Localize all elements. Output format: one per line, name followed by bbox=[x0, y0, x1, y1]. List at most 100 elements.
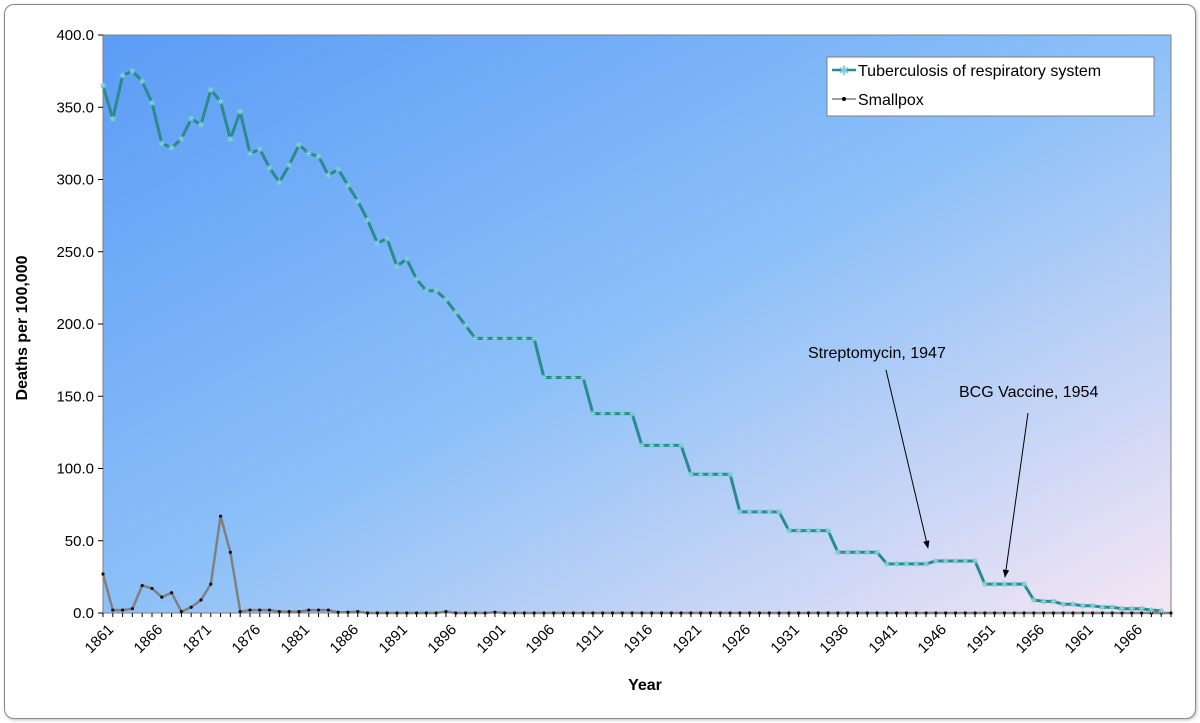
smallpox-point bbox=[1140, 611, 1144, 615]
smallpox-point bbox=[944, 611, 948, 615]
tuberculosis-point bbox=[795, 527, 802, 534]
smallpox-point bbox=[787, 611, 791, 615]
tuberculosis-point bbox=[570, 374, 577, 381]
smallpox-point bbox=[748, 611, 752, 615]
tuberculosis-point bbox=[981, 581, 988, 588]
smallpox-point bbox=[669, 611, 673, 615]
smallpox-point bbox=[983, 611, 987, 615]
series-smallpox bbox=[101, 514, 1173, 615]
tuberculosis-point bbox=[560, 374, 567, 381]
tuberculosis-point bbox=[776, 508, 783, 515]
tuberculosis-point bbox=[589, 410, 596, 417]
tuberculosis-point bbox=[109, 115, 116, 122]
tuberculosis-point bbox=[384, 235, 391, 242]
smallpox-point bbox=[160, 595, 164, 599]
tuberculosis-point bbox=[540, 374, 547, 381]
y-tick-label: 200.0 bbox=[56, 316, 94, 333]
x-tick-label: 1901 bbox=[473, 621, 509, 657]
smallpox-point bbox=[738, 611, 742, 615]
tuberculosis-point bbox=[668, 442, 675, 449]
tuberculosis-point bbox=[119, 72, 126, 79]
tuberculosis-point bbox=[903, 560, 910, 567]
smallpox-point bbox=[846, 611, 850, 615]
tuberculosis-point bbox=[727, 471, 734, 478]
smallpox-point bbox=[679, 611, 683, 615]
tuberculosis-point bbox=[256, 146, 263, 153]
smallpox-point bbox=[885, 611, 889, 615]
smallpox-point bbox=[277, 609, 281, 614]
smallpox-point bbox=[140, 583, 144, 588]
x-tick-label: 1876 bbox=[229, 621, 265, 657]
series-tuberculosis bbox=[100, 68, 1165, 614]
y-tick-label: 350.0 bbox=[56, 99, 94, 116]
plot-area bbox=[102, 34, 1172, 614]
smallpox-point bbox=[385, 611, 389, 615]
smallpox-point bbox=[1100, 611, 1105, 615]
smallpox-point bbox=[326, 608, 330, 612]
tuberculosis-point bbox=[325, 172, 332, 179]
x-tick-label: 1931 bbox=[767, 621, 803, 657]
smallpox-point bbox=[953, 611, 958, 615]
smallpox-point bbox=[503, 611, 507, 615]
smallpox-point bbox=[542, 611, 546, 615]
smallpox-point bbox=[454, 611, 458, 615]
y-tick-label: 400.0 bbox=[56, 27, 94, 44]
smallpox-point bbox=[865, 611, 869, 615]
smallpox-point bbox=[532, 611, 536, 615]
smallpox-point bbox=[797, 611, 801, 615]
tuberculosis-point bbox=[1050, 598, 1057, 605]
x-tick-label: 1911 bbox=[572, 621, 607, 656]
tuberculosis-point bbox=[442, 296, 449, 303]
x-tick-label: 1906 bbox=[522, 621, 558, 657]
tuberculosis-point bbox=[1119, 605, 1126, 612]
tuberculosis-point bbox=[883, 560, 890, 567]
tuberculosis-point bbox=[501, 335, 508, 342]
legend: ✱ Tuberculosis of respiratory system Sma… bbox=[826, 56, 1155, 117]
tuberculosis-point bbox=[129, 68, 136, 75]
tuberculosis-point bbox=[344, 182, 351, 189]
x-tick-label: 1871 bbox=[180, 621, 216, 657]
tuberculosis-point bbox=[1040, 598, 1047, 605]
tuberculosis-point bbox=[825, 527, 832, 534]
smallpox-point bbox=[708, 611, 713, 615]
tuberculosis-point bbox=[756, 508, 763, 515]
y-tick-label: 250.0 bbox=[56, 244, 94, 261]
annotation-layer: Streptomycin, 1947 BCG Vaccine, 1954 bbox=[808, 345, 1098, 578]
tuberculosis-point bbox=[923, 560, 930, 567]
tuberculosis-point bbox=[1070, 601, 1077, 608]
tuberculosis-point bbox=[315, 153, 322, 160]
x-tick-label: 1966 bbox=[1110, 621, 1146, 657]
smallpox-point bbox=[483, 611, 487, 615]
tuberculosis-point bbox=[805, 527, 812, 534]
smallpox-point bbox=[375, 611, 379, 615]
smallpox-point bbox=[1091, 611, 1095, 615]
y-tick-label: 100.0 bbox=[56, 461, 94, 478]
smallpox-point bbox=[346, 610, 350, 614]
smallpox-point bbox=[816, 611, 820, 615]
tuberculosis-point bbox=[972, 557, 979, 564]
smallpox-point bbox=[405, 611, 409, 615]
x-tick-label: 1891 bbox=[376, 621, 412, 657]
tuberculosis-point bbox=[1001, 581, 1008, 588]
tuberculosis-point bbox=[932, 557, 939, 564]
smallpox-point bbox=[287, 609, 291, 614]
smallpox-point bbox=[1022, 611, 1026, 615]
x-tick-label: 1886 bbox=[327, 621, 363, 657]
smallpox-point bbox=[1110, 611, 1114, 615]
x-tick-label: 1936 bbox=[816, 621, 852, 657]
smallpox-point bbox=[120, 608, 125, 612]
smallpox-point bbox=[640, 611, 644, 615]
tuberculosis-point bbox=[1011, 581, 1018, 588]
tuberculosis-point bbox=[227, 136, 234, 143]
tuberculosis-point bbox=[207, 86, 214, 93]
smallpox-point bbox=[904, 611, 909, 615]
tuberculosis-point bbox=[452, 309, 459, 316]
tuberculosis-point bbox=[1021, 581, 1028, 588]
tuberculosis-point bbox=[785, 527, 792, 534]
tuberculosis-point bbox=[599, 410, 606, 417]
tuberculosis-point bbox=[511, 335, 518, 342]
legend-tb-label: Tuberculosis of respiratory system bbox=[858, 63, 1101, 80]
x-tick-label: 1926 bbox=[718, 621, 754, 657]
tuberculosis-point bbox=[697, 471, 704, 478]
smallpox-point bbox=[395, 611, 399, 615]
